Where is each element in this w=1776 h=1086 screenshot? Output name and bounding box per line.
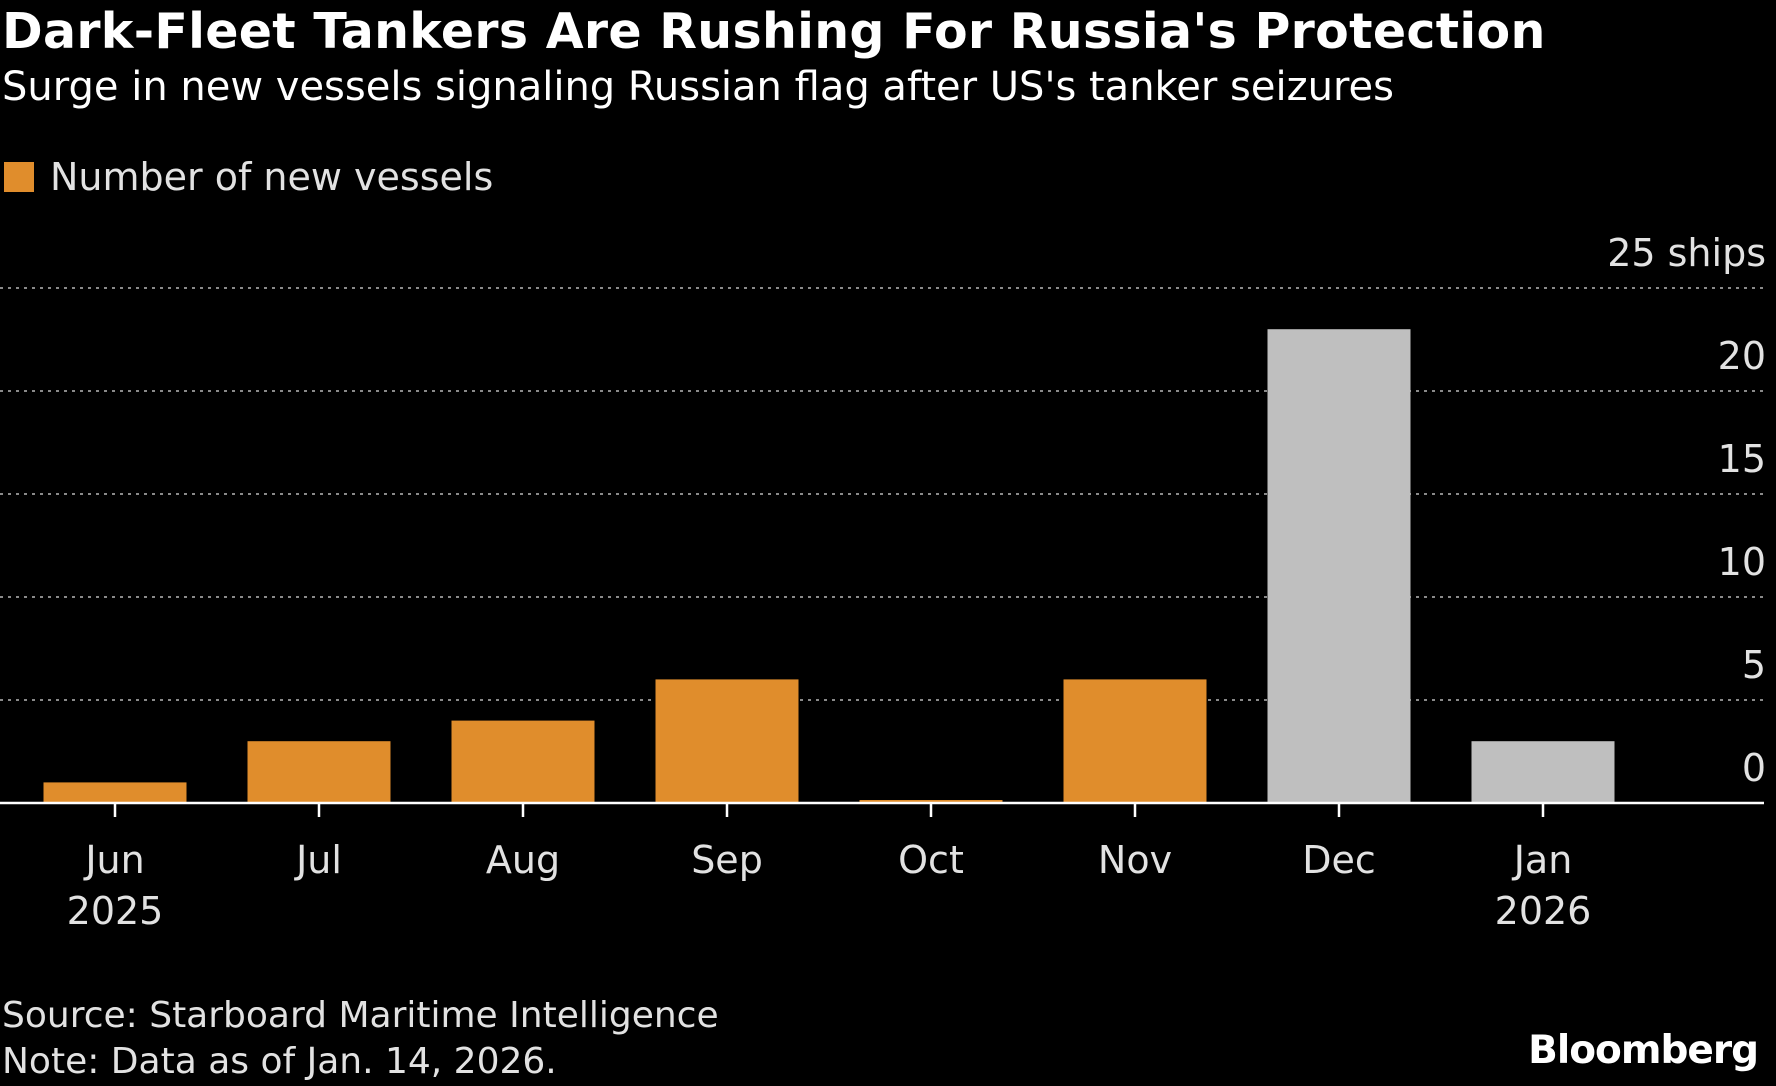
y-tick-label: 10 — [1718, 540, 1766, 584]
y-tick-label: 25 ships — [1607, 231, 1766, 275]
legend-label: Number of new vessels — [50, 155, 494, 199]
x-tick-label: Jul — [294, 838, 342, 882]
chart-title: Dark-Fleet Tankers Are Rushing For Russi… — [2, 3, 1546, 60]
x-tick-label: Oct — [898, 838, 964, 882]
legend: Number of new vessels — [4, 152, 493, 202]
bar-jun — [43, 782, 187, 803]
y-tick-label: 0 — [1742, 746, 1766, 790]
bars — [43, 329, 1615, 803]
y-tick-label: 5 — [1742, 643, 1766, 687]
x-tick-label: Sep — [691, 838, 763, 882]
y-tick-label: 20 — [1718, 334, 1766, 378]
bar-jan — [1471, 741, 1615, 803]
x-tick-label: Nov — [1098, 838, 1172, 882]
gridlines — [0, 287, 1764, 701]
bar-dec — [1267, 329, 1411, 803]
x-tick-year-label: 2026 — [1495, 889, 1592, 933]
x-tick-label: Dec — [1302, 838, 1376, 882]
x-tick-label: Aug — [486, 838, 560, 882]
y-tick-label: 15 — [1718, 437, 1766, 481]
y-axis-ticks: 0 5 10 15 20 25 ships — [1607, 231, 1766, 790]
x-tick-year-label: 2025 — [67, 889, 164, 933]
x-axis-ticks: Jun 2025 Jul Aug Sep Oct Nov Dec Jan 2026 — [67, 803, 1592, 933]
bar-sep — [655, 679, 799, 803]
x-tick-label: Jun — [83, 838, 144, 882]
legend-swatch — [4, 162, 34, 192]
x-tick-label: Jan — [1512, 838, 1573, 882]
bloomberg-logo: Bloomberg — [1528, 1028, 1759, 1073]
chart-subtitle: Surge in new vessels signaling Russian f… — [2, 64, 1394, 110]
bar-jul — [247, 741, 391, 803]
data-note: Note: Data as of Jan. 14, 2026. — [2, 1041, 557, 1082]
bar-chart: 0 5 10 15 20 25 ships Jun 2025 Jul Aug Sep Oct Nov D… — [0, 231, 1766, 933]
bar-nov — [1063, 679, 1207, 803]
bar-oct — [859, 800, 1003, 803]
source-note: Source: Starboard Maritime Intelligence — [2, 995, 719, 1036]
bar-aug — [451, 720, 595, 803]
